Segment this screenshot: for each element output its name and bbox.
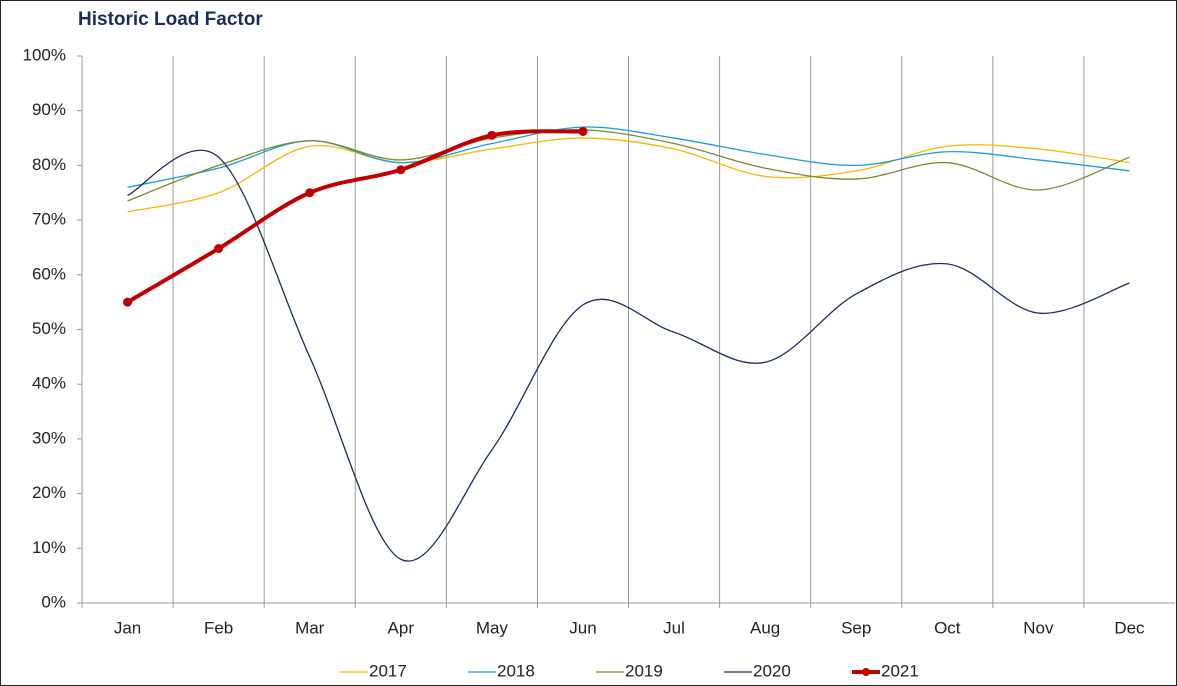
x-tick-label: Jun: [569, 618, 596, 637]
legend-label: 2020: [753, 661, 791, 680]
chart-title: Historic Load Factor: [78, 9, 263, 30]
x-tick-label: Oct: [934, 618, 961, 637]
series-line: [127, 137, 1130, 213]
y-tick-label: 70%: [32, 210, 66, 229]
point-marker: [396, 165, 406, 175]
point-marker: [214, 244, 224, 254]
x-tick-label: Apr: [388, 618, 415, 637]
legend-label: 2019: [625, 661, 663, 680]
x-tick-label: Jan: [114, 618, 141, 637]
y-tick-label: 30%: [32, 428, 66, 447]
x-tick-label: Sep: [841, 618, 871, 637]
y-tick-label: 40%: [32, 374, 66, 393]
x-tick-label: Mar: [295, 618, 325, 637]
y-tick-label: 50%: [32, 319, 66, 338]
y-tick-label: 0%: [41, 592, 66, 611]
x-tick-label: Jul: [663, 618, 685, 637]
point-marker: [123, 297, 133, 307]
legend-label: 2017: [369, 661, 407, 680]
series-line: [127, 129, 1130, 202]
y-tick-label: 20%: [32, 483, 66, 502]
x-tick-label: Dec: [1114, 618, 1145, 637]
y-tick-label: 10%: [32, 538, 66, 557]
y-tick-label: 60%: [32, 264, 66, 283]
legend-label: 2018: [497, 661, 535, 680]
point-marker: [578, 126, 588, 136]
legend-label: 2021: [881, 661, 919, 680]
y-tick-label: 80%: [32, 155, 66, 174]
point-marker: [487, 130, 497, 140]
y-tick-label: 100%: [23, 45, 66, 64]
x-tick-label: Nov: [1023, 618, 1054, 637]
point-marker: [305, 188, 315, 198]
y-tick-label: 90%: [32, 100, 66, 119]
legend-marker: [862, 668, 870, 676]
x-tick-label: Feb: [204, 618, 233, 637]
x-tick-label: Aug: [750, 618, 780, 637]
series-line: [126, 129, 584, 304]
series-line: [127, 149, 1130, 562]
x-tick-label: May: [476, 618, 509, 637]
